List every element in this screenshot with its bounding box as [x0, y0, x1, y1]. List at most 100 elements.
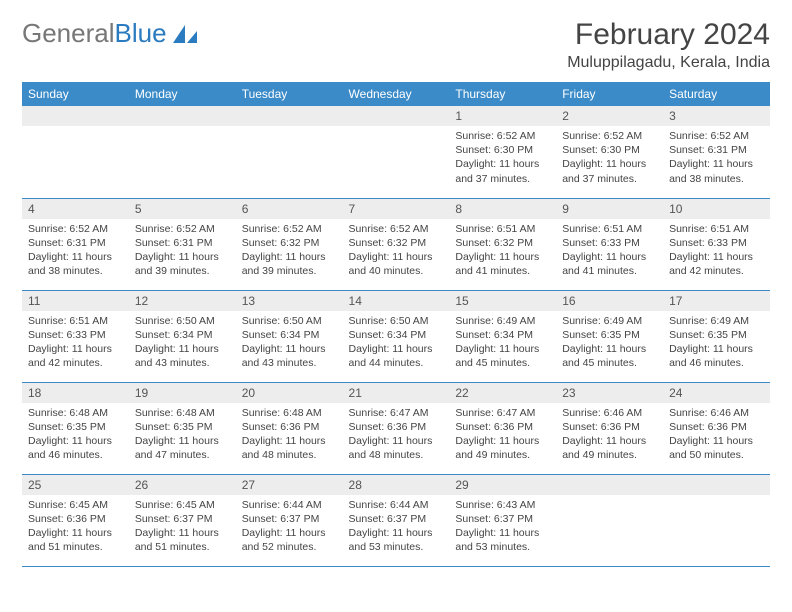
day-number: 27: [236, 475, 343, 495]
title-block: February 2024 Muluppilagadu, Kerala, Ind…: [567, 18, 770, 72]
day-number-empty: [129, 106, 236, 126]
empty-cell: [129, 106, 236, 198]
day-number: 29: [449, 475, 556, 495]
day-number: 23: [556, 383, 663, 403]
day-details: Sunrise: 6:47 AMSunset: 6:36 PMDaylight:…: [449, 403, 556, 466]
empty-cell: [22, 106, 129, 198]
empty-cell: [343, 106, 450, 198]
month-title: February 2024: [567, 18, 770, 52]
day-details: Sunrise: 6:51 AMSunset: 6:33 PMDaylight:…: [556, 219, 663, 282]
day-number: 15: [449, 291, 556, 311]
day-cell: 18Sunrise: 6:48 AMSunset: 6:35 PMDayligh…: [22, 382, 129, 474]
logo: GeneralBlue: [22, 18, 199, 49]
day-number: 21: [343, 383, 450, 403]
day-details: Sunrise: 6:49 AMSunset: 6:35 PMDaylight:…: [556, 311, 663, 374]
day-number: 7: [343, 199, 450, 219]
location: Muluppilagadu, Kerala, India: [567, 54, 770, 72]
weekday-header: Sunday: [22, 82, 129, 106]
day-number: 11: [22, 291, 129, 311]
day-details: Sunrise: 6:51 AMSunset: 6:32 PMDaylight:…: [449, 219, 556, 282]
day-number: 9: [556, 199, 663, 219]
weekday-header: Monday: [129, 82, 236, 106]
logo-text-gray: General: [22, 18, 115, 49]
day-details: Sunrise: 6:51 AMSunset: 6:33 PMDaylight:…: [22, 311, 129, 374]
day-number-empty: [663, 475, 770, 495]
day-cell: 7Sunrise: 6:52 AMSunset: 6:32 PMDaylight…: [343, 198, 450, 290]
day-number: 28: [343, 475, 450, 495]
day-number: 14: [343, 291, 450, 311]
day-cell: 12Sunrise: 6:50 AMSunset: 6:34 PMDayligh…: [129, 290, 236, 382]
calendar-table: SundayMondayTuesdayWednesdayThursdayFrid…: [22, 82, 770, 567]
day-cell: 8Sunrise: 6:51 AMSunset: 6:32 PMDaylight…: [449, 198, 556, 290]
day-number: 20: [236, 383, 343, 403]
day-cell: 9Sunrise: 6:51 AMSunset: 6:33 PMDaylight…: [556, 198, 663, 290]
day-details: Sunrise: 6:52 AMSunset: 6:32 PMDaylight:…: [343, 219, 450, 282]
calendar-head: SundayMondayTuesdayWednesdayThursdayFrid…: [22, 82, 770, 106]
day-number: 2: [556, 106, 663, 126]
day-cell: 29Sunrise: 6:43 AMSunset: 6:37 PMDayligh…: [449, 474, 556, 566]
day-number: 1: [449, 106, 556, 126]
day-number: 19: [129, 383, 236, 403]
weekday-header: Wednesday: [343, 82, 450, 106]
day-number: 4: [22, 199, 129, 219]
day-details: Sunrise: 6:48 AMSunset: 6:36 PMDaylight:…: [236, 403, 343, 466]
day-cell: 19Sunrise: 6:48 AMSunset: 6:35 PMDayligh…: [129, 382, 236, 474]
day-cell: 3Sunrise: 6:52 AMSunset: 6:31 PMDaylight…: [663, 106, 770, 198]
day-details: Sunrise: 6:44 AMSunset: 6:37 PMDaylight:…: [236, 495, 343, 558]
day-number: 3: [663, 106, 770, 126]
day-cell: 16Sunrise: 6:49 AMSunset: 6:35 PMDayligh…: [556, 290, 663, 382]
day-number: 24: [663, 383, 770, 403]
day-details: Sunrise: 6:50 AMSunset: 6:34 PMDaylight:…: [343, 311, 450, 374]
day-number-empty: [236, 106, 343, 126]
day-number: 8: [449, 199, 556, 219]
day-cell: 20Sunrise: 6:48 AMSunset: 6:36 PMDayligh…: [236, 382, 343, 474]
day-cell: 14Sunrise: 6:50 AMSunset: 6:34 PMDayligh…: [343, 290, 450, 382]
weekday-header: Tuesday: [236, 82, 343, 106]
day-cell: 28Sunrise: 6:44 AMSunset: 6:37 PMDayligh…: [343, 474, 450, 566]
day-number-empty: [343, 106, 450, 126]
day-number: 12: [129, 291, 236, 311]
day-details: Sunrise: 6:48 AMSunset: 6:35 PMDaylight:…: [129, 403, 236, 466]
day-cell: 23Sunrise: 6:46 AMSunset: 6:36 PMDayligh…: [556, 382, 663, 474]
day-details: Sunrise: 6:52 AMSunset: 6:30 PMDaylight:…: [556, 126, 663, 189]
day-cell: 10Sunrise: 6:51 AMSunset: 6:33 PMDayligh…: [663, 198, 770, 290]
day-number-empty: [22, 106, 129, 126]
day-details: Sunrise: 6:45 AMSunset: 6:37 PMDaylight:…: [129, 495, 236, 558]
day-details: Sunrise: 6:50 AMSunset: 6:34 PMDaylight:…: [236, 311, 343, 374]
day-cell: 25Sunrise: 6:45 AMSunset: 6:36 PMDayligh…: [22, 474, 129, 566]
day-details: Sunrise: 6:49 AMSunset: 6:35 PMDaylight:…: [663, 311, 770, 374]
weekday-header: Saturday: [663, 82, 770, 106]
day-details: Sunrise: 6:51 AMSunset: 6:33 PMDaylight:…: [663, 219, 770, 282]
day-cell: 17Sunrise: 6:49 AMSunset: 6:35 PMDayligh…: [663, 290, 770, 382]
day-number: 6: [236, 199, 343, 219]
day-cell: 5Sunrise: 6:52 AMSunset: 6:31 PMDaylight…: [129, 198, 236, 290]
weekday-header: Thursday: [449, 82, 556, 106]
empty-cell: [236, 106, 343, 198]
empty-cell: [663, 474, 770, 566]
day-details: Sunrise: 6:45 AMSunset: 6:36 PMDaylight:…: [22, 495, 129, 558]
day-cell: 6Sunrise: 6:52 AMSunset: 6:32 PMDaylight…: [236, 198, 343, 290]
day-details: Sunrise: 6:52 AMSunset: 6:31 PMDaylight:…: [22, 219, 129, 282]
day-cell: 26Sunrise: 6:45 AMSunset: 6:37 PMDayligh…: [129, 474, 236, 566]
logo-sail-icon: [171, 23, 199, 45]
day-cell: 11Sunrise: 6:51 AMSunset: 6:33 PMDayligh…: [22, 290, 129, 382]
day-number: 5: [129, 199, 236, 219]
day-details: Sunrise: 6:52 AMSunset: 6:32 PMDaylight:…: [236, 219, 343, 282]
day-number: 13: [236, 291, 343, 311]
empty-cell: [556, 474, 663, 566]
day-details: Sunrise: 6:46 AMSunset: 6:36 PMDaylight:…: [663, 403, 770, 466]
day-cell: 13Sunrise: 6:50 AMSunset: 6:34 PMDayligh…: [236, 290, 343, 382]
day-number-empty: [556, 475, 663, 495]
day-cell: 15Sunrise: 6:49 AMSunset: 6:34 PMDayligh…: [449, 290, 556, 382]
header: GeneralBlue February 2024 Muluppilagadu,…: [22, 18, 770, 72]
day-details: Sunrise: 6:52 AMSunset: 6:31 PMDaylight:…: [129, 219, 236, 282]
day-details: Sunrise: 6:48 AMSunset: 6:35 PMDaylight:…: [22, 403, 129, 466]
day-details: Sunrise: 6:47 AMSunset: 6:36 PMDaylight:…: [343, 403, 450, 466]
day-number: 26: [129, 475, 236, 495]
day-details: Sunrise: 6:52 AMSunset: 6:30 PMDaylight:…: [449, 126, 556, 189]
day-number: 17: [663, 291, 770, 311]
day-cell: 22Sunrise: 6:47 AMSunset: 6:36 PMDayligh…: [449, 382, 556, 474]
day-cell: 4Sunrise: 6:52 AMSunset: 6:31 PMDaylight…: [22, 198, 129, 290]
day-details: Sunrise: 6:52 AMSunset: 6:31 PMDaylight:…: [663, 126, 770, 189]
day-cell: 2Sunrise: 6:52 AMSunset: 6:30 PMDaylight…: [556, 106, 663, 198]
